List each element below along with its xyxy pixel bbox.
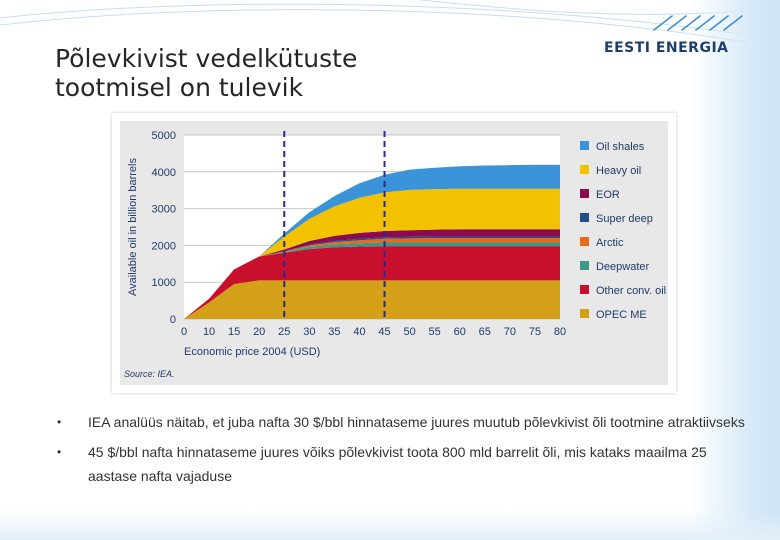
bullet-list: • IEA analüüs näitab, et juba nafta 30 $… [55, 410, 755, 494]
y-tick-label: 0 [170, 314, 176, 326]
series-area [184, 246, 560, 319]
bottom-decor-band [0, 510, 780, 540]
x-tick-label: 30 [303, 326, 315, 338]
x-tick-label: 25 [278, 326, 290, 338]
title-line-2: tootmisel on tulevik [55, 73, 304, 102]
legend-label: OPEC ME [596, 309, 647, 321]
legend-label: Heavy oil [596, 165, 641, 177]
y-tick-label: 4000 [152, 167, 176, 179]
legend-swatch [580, 309, 589, 318]
title-line-1: Põlevkivist vedelkütuste [55, 44, 358, 73]
logo-mark-icon [653, 15, 743, 31]
legend-swatch [580, 285, 589, 294]
x-tick-label: 70 [504, 326, 516, 338]
legend-label: Oil shales [596, 141, 645, 153]
legend-swatch [580, 189, 589, 198]
series-area [184, 229, 560, 319]
chart: 0 1000 2000 3000 4000 5000 0 10 15 20 25 30 35 40 45 50… [112, 113, 676, 393]
x-tick-label: 50 [403, 326, 415, 338]
x-tick-label: 75 [529, 326, 541, 338]
x-tick-label: 20 [253, 326, 265, 338]
legend-label: Super deep [596, 213, 653, 225]
legend-swatch [580, 261, 589, 270]
series-area [184, 280, 560, 319]
x-tick-label: 60 [454, 326, 466, 338]
bullet-text: 45 $/bbl nafta hinnataseme juures võiks … [88, 444, 707, 484]
legend-swatch [580, 165, 589, 174]
x-tick-label: 15 [228, 326, 240, 338]
legend-swatch [580, 213, 589, 222]
legend-swatch [580, 141, 589, 150]
y-tick-label: 2000 [152, 240, 176, 252]
chart-source: Source: IEA. [124, 369, 175, 379]
x-tick-label: 45 [378, 326, 390, 338]
bullet-marker: • [57, 445, 62, 459]
legend-swatch [580, 237, 589, 246]
x-tick-label: 80 [554, 326, 566, 338]
x-tick-label: 65 [479, 326, 491, 338]
bullet-item: • 45 $/bbl nafta hinnataseme juures võik… [55, 440, 755, 488]
legend-label: Arctic [596, 237, 624, 249]
right-decor-band [690, 0, 780, 540]
x-tick-label: 0 [181, 326, 187, 338]
logo-text: EESTI ENERGIA [604, 40, 729, 56]
y-tick-label: 3000 [152, 204, 176, 216]
legend-label: Deepwater [596, 261, 650, 273]
legend-label: EOR [596, 189, 620, 201]
x-axis-title: Economic price 2004 (USD) [184, 346, 320, 358]
chart-svg: 0 1000 2000 3000 4000 5000 0 10 15 20 25 30 35 40 45 50… [120, 121, 668, 385]
y-tick-label: 1000 [152, 277, 176, 289]
page-title: Põlevkivist vedelkütuste tootmisel on tu… [55, 44, 475, 102]
x-tick-label: 35 [328, 326, 340, 338]
bullet-marker: • [57, 415, 62, 429]
x-tick-label: 40 [353, 326, 365, 338]
bullet-text: IEA analüüs näitab, et juba nafta 30 $/b… [88, 414, 745, 430]
legend-label: Other conv. oil [596, 285, 666, 297]
series-area [184, 164, 560, 319]
x-tick-label: 10 [203, 326, 215, 338]
x-tick-label: 55 [429, 326, 441, 338]
bullet-item: • IEA analüüs näitab, et juba nafta 30 $… [55, 410, 755, 434]
series-area [184, 188, 560, 319]
brand-logo: EESTI ENERGIA [604, 15, 743, 56]
y-tick-label: 5000 [152, 130, 176, 142]
y-axis-title: Available oil in billion barrels [127, 158, 139, 296]
